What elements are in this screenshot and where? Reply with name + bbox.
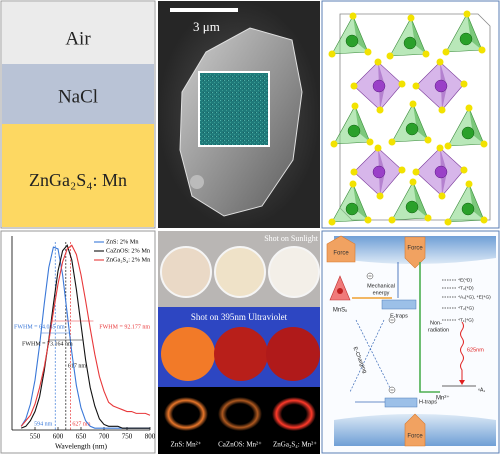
emission-label: 625nm	[467, 347, 484, 353]
force-box	[326, 235, 356, 263]
sample-label: ZnGa₂S₄: Mn²⁺	[273, 441, 317, 449]
mechanical-label: Mechanical	[367, 283, 395, 289]
level-label: ⁴T₂(⁴D)	[458, 285, 474, 291]
particle	[190, 175, 204, 189]
spectrum-line	[20, 244, 151, 427]
eds-map	[198, 71, 270, 147]
x-tick-label: 650	[76, 433, 87, 441]
mechanical-label: energy	[373, 290, 390, 296]
fwhm-label: FWHM = 92.177 nm	[99, 324, 150, 330]
level-label: ⁶A₁	[478, 387, 485, 393]
level-label: ⁴T₂(⁴G)	[458, 305, 474, 311]
legend-label: ZnGa₂S₄: 2% Mn	[106, 256, 151, 263]
sample-disc	[160, 246, 212, 298]
x-axis-label: Wavelength (nm)	[55, 442, 108, 451]
peak-label: 627 nm	[72, 421, 91, 427]
glow-ring	[218, 397, 262, 431]
layer-label: ZnGa₂S₄: Mn	[29, 170, 127, 190]
x-tick-label: 750	[122, 433, 133, 441]
glow-ring	[164, 397, 208, 431]
non-radiation-path	[419, 262, 440, 393]
peak-label: 617 nm	[68, 363, 87, 369]
spectrum-panel: 550 600 650 700 750 800 Wavelength (nm) 594 nm 6…	[0, 230, 156, 454]
force-arrow	[404, 413, 426, 447]
glow-ring	[272, 397, 316, 431]
x-tick-label: 700	[99, 433, 110, 441]
legend-label: CaZnOS: 2% Mn	[106, 247, 151, 254]
force-label: Force	[333, 251, 349, 257]
level-label: ⁴T₁(⁴G)	[458, 317, 474, 323]
non-radiation-label: Non-	[430, 320, 442, 326]
mns-label: MnSₓ	[333, 308, 347, 314]
h-traps-label: H-traps	[419, 399, 437, 405]
x-tick-label: 800	[145, 433, 156, 441]
air-layer	[2, 2, 154, 64]
mn-atom	[337, 288, 343, 294]
photo-caption: Shot on 395nm Ultraviolet	[191, 312, 288, 322]
nacl-layer	[2, 64, 154, 124]
sample-disc	[161, 327, 215, 381]
layer-label: Air	[65, 28, 91, 49]
mechanism-panel: Force Force Force MnSₓ Mechanical energy…	[321, 230, 500, 454]
fwhm-label: FWHM = 64.035 nm	[14, 324, 65, 330]
phosphor-layer	[2, 124, 154, 227]
sample-disc	[214, 246, 266, 298]
sample-disc	[266, 327, 320, 381]
spectrum-line	[20, 244, 150, 429]
fwhm-label: FWHM = 73.164 nm	[22, 341, 73, 347]
level-label: ⁴A₁(⁴G), ⁴E(⁴G)	[458, 294, 491, 300]
non-radiation-label: radiation	[428, 327, 449, 333]
h-traps-box	[384, 397, 418, 408]
layers-panel: Air NaCl ZnGa₂S₄: Mn	[0, 0, 156, 229]
sample-disc	[268, 246, 320, 298]
emission-arrow	[460, 321, 464, 384]
photos-panel: Shot on Sunlight Shot on 395nm Ultraviol…	[158, 231, 320, 454]
layer-label: NaCl	[58, 86, 98, 107]
sample-label: ZnS: Mn²⁺	[171, 441, 202, 449]
x-tick-label: 550	[30, 433, 41, 441]
mn-levels	[442, 279, 476, 387]
e-traps-label: E-traps	[390, 313, 408, 319]
arrow-head	[459, 380, 465, 385]
sample-label: CaZnOS: Mn²⁺	[218, 441, 262, 449]
structure-panel	[321, 0, 500, 229]
force-label: Force	[407, 246, 423, 252]
sample-disc	[214, 327, 268, 381]
sem-panel: 3 μm	[158, 1, 320, 228]
legend-label: ZnS: 2% Mn	[106, 238, 139, 245]
e-traps-box	[381, 299, 417, 310]
charging-path	[349, 319, 385, 393]
x-tick-label: 600	[53, 433, 64, 441]
force-label: Force	[407, 434, 423, 440]
photo-caption: Shot on Sunlight	[264, 234, 319, 243]
scale-label: 3 μm	[193, 19, 220, 34]
ion-label: Mn²⁺	[436, 395, 450, 402]
charging-path	[355, 319, 393, 393]
peak-label: 594 nm	[34, 421, 53, 427]
level-label: ⁴E(⁴D)	[458, 277, 472, 283]
